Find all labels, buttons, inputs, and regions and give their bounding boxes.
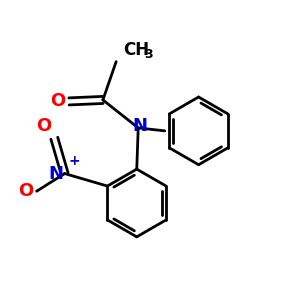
Text: +: + [68, 154, 80, 168]
Text: O: O [18, 182, 34, 200]
Text: N: N [48, 165, 63, 183]
Text: 3: 3 [144, 48, 153, 61]
Text: O: O [36, 117, 51, 135]
Text: N: N [132, 117, 147, 135]
Text: O: O [50, 92, 65, 110]
Text: CH: CH [124, 41, 150, 59]
